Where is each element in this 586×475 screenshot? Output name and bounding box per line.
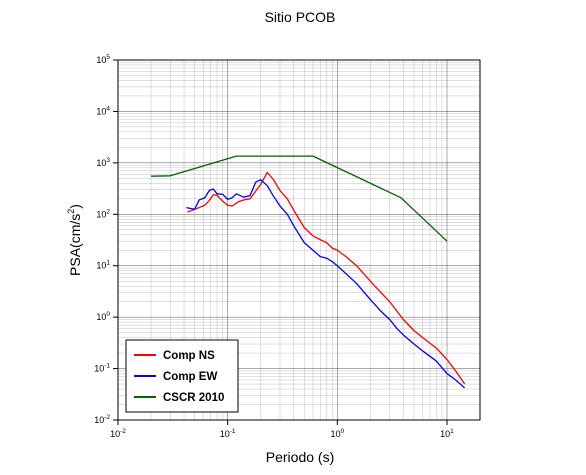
y-axis-title-end: ) — [67, 204, 83, 209]
y-tick-label: 102 — [96, 208, 110, 219]
y-axis-title-base: PSA(cm/s — [67, 214, 83, 276]
y-tick-label: 105 — [96, 54, 110, 65]
y-axis-title: PSA(cm/s2) — [66, 204, 83, 276]
x-tick-label: 10-1 — [220, 428, 236, 439]
series-lines — [150, 155, 466, 389]
y-tick-label: 104 — [96, 105, 110, 116]
legend-label: Comp NS — [163, 350, 215, 362]
series-line-2 — [186, 179, 466, 389]
y-tick-label: 100 — [96, 311, 110, 322]
series-line-3 — [150, 155, 448, 242]
axis-ticks: 10-2 10-1 100 101 10-2 10-1 100 101 102 103 104 105 — [94, 54, 454, 439]
x-tick-label: 100 — [331, 428, 345, 439]
chart-title: Sitio PCOB — [265, 9, 336, 25]
y-tick-label: 10-1 — [94, 363, 110, 374]
legend-label: CSCR 2010 — [163, 392, 224, 404]
y-axis-title-superscript: 2 — [66, 209, 76, 214]
grid — [117, 59, 481, 421]
x-axis-title: Periodo (s) — [266, 449, 334, 465]
x-tick-label: 10-2 — [110, 428, 126, 439]
legend-label: Comp EW — [163, 371, 217, 383]
x-tick-label: 101 — [440, 428, 454, 439]
legend: Comp NS Comp EW CSCR 2010 — [125, 339, 239, 413]
plot-frame — [117, 59, 481, 421]
y-tick-label: 101 — [96, 260, 110, 271]
series-line-1 — [187, 171, 466, 385]
y-tick-label: 10-2 — [94, 414, 110, 425]
y-tick-label: 103 — [96, 157, 110, 168]
